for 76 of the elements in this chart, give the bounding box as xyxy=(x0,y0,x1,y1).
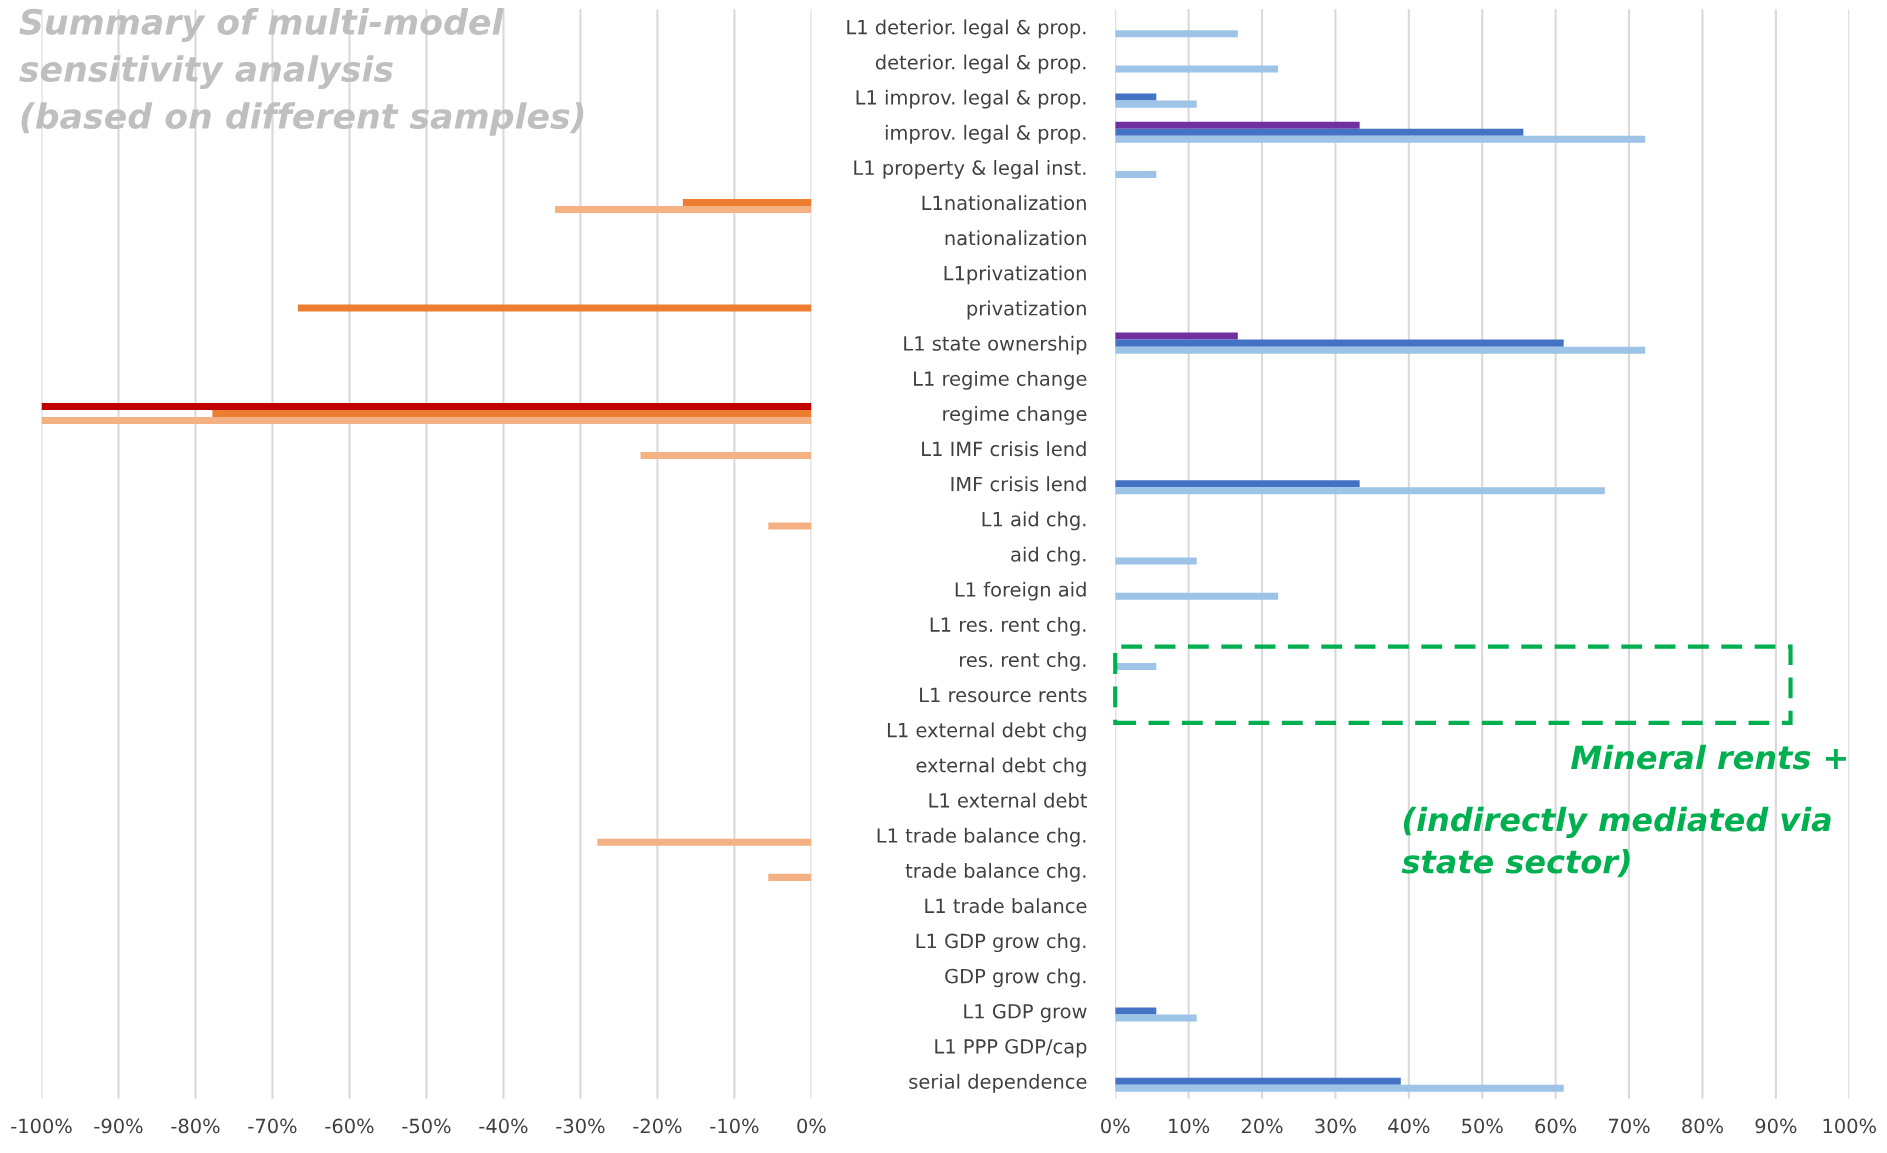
bar xyxy=(1115,557,1197,565)
y-tick-label: L1 regime change xyxy=(914,370,1087,390)
bar xyxy=(1115,30,1238,38)
x-tick-label: -20% xyxy=(633,1118,682,1134)
x-tick-label: -60% xyxy=(325,1118,374,1134)
bar xyxy=(1115,662,1157,670)
bar xyxy=(1115,170,1157,178)
x-tick-label: -50% xyxy=(402,1118,451,1134)
y-tick-label: L1 external debt xyxy=(929,792,1087,808)
y-tick-label: improv. legal & prop. xyxy=(885,124,1086,144)
y-tick-label: L1privatization xyxy=(944,265,1086,285)
annotation: (indirectly mediated via state sector) xyxy=(1401,806,1831,878)
x-tick-label: -80% xyxy=(171,1118,220,1134)
bar xyxy=(1115,487,1605,495)
x-tick-label: 10% xyxy=(1169,1118,1210,1134)
y-tick-label: L1 state ownership xyxy=(904,335,1087,355)
y-tick-label: L1 PPP GDP/cap xyxy=(935,1039,1087,1058)
y-tick-label: res. rent chg. xyxy=(960,652,1086,671)
y-tick-label: external debt chg xyxy=(916,757,1086,777)
y-tick-label: GDP grow chg. xyxy=(945,968,1086,988)
x-tick-label: 60% xyxy=(1535,1118,1577,1134)
bar xyxy=(1115,339,1564,347)
y-tick-label: L1nationalization xyxy=(922,195,1086,211)
x-tick-label: -30% xyxy=(556,1118,605,1134)
y-tick-label: aid chg. xyxy=(1011,546,1086,566)
text: Summary of multi-model sensitivity analysis (based on different samples) xyxy=(19,8,584,136)
y-tick-label: deterior. legal & prop. xyxy=(875,54,1086,74)
x-tick-label: 50% xyxy=(1462,1118,1503,1134)
bar xyxy=(1115,100,1197,108)
y-tick-label: regime change xyxy=(943,406,1087,425)
x-tick-label: -10% xyxy=(710,1118,759,1134)
bar xyxy=(1115,93,1157,101)
y-tick-label: L1 trade balance xyxy=(925,898,1087,914)
bar xyxy=(1115,1007,1157,1015)
y-tick-label: serial dependence xyxy=(909,1073,1087,1093)
bar xyxy=(1115,121,1360,129)
x-tick-label: 0% xyxy=(797,1118,826,1134)
bar xyxy=(1115,128,1524,136)
y-tick-label: privatization xyxy=(967,300,1086,320)
annotation: Mineral rents + xyxy=(1571,744,1846,770)
x-tick-label: -100% xyxy=(11,1118,72,1134)
y-tick-label: trade balance chg. xyxy=(905,862,1086,882)
y-tick-label: L1 GDP grow chg. xyxy=(916,933,1086,953)
y-tick-label: IMF crisis lend xyxy=(951,476,1086,492)
x-tick-label: -70% xyxy=(248,1118,297,1134)
bar xyxy=(1115,592,1279,600)
bar xyxy=(1115,135,1646,143)
y-tick-label: L1 IMF crisis lend xyxy=(922,441,1086,457)
x-tick-label: 80% xyxy=(1682,1118,1723,1134)
bar xyxy=(1115,480,1360,488)
y-tick-label: L1 deterior. legal & prop. xyxy=(847,19,1086,39)
y-tick-label: L1 res. rent chg. xyxy=(930,616,1086,636)
y-tick-label: nationalization xyxy=(945,230,1086,246)
y-tick-label: L1 trade balance chg. xyxy=(877,827,1086,847)
y-tick-label: L1 resource rents xyxy=(920,687,1087,703)
x-tick-label: 20% xyxy=(1241,1118,1283,1134)
bar xyxy=(1115,346,1646,354)
x-tick-label: 70% xyxy=(1609,1118,1650,1134)
y-tick-label: L1 aid chg. xyxy=(982,511,1086,531)
x-tick-label: 90% xyxy=(1755,1118,1797,1134)
bar xyxy=(1115,1014,1197,1022)
y-tick-label: L1 external debt chg xyxy=(887,722,1086,742)
y-tick-label: L1 improv. legal & prop. xyxy=(856,89,1086,109)
x-tick-label: 30% xyxy=(1315,1118,1356,1134)
x-tick-label: 0% xyxy=(1101,1118,1130,1134)
x-tick-label: -90% xyxy=(94,1118,143,1134)
y-tick-label: L1 foreign aid xyxy=(955,581,1086,601)
x-tick-label: 40% xyxy=(1388,1118,1430,1134)
bar xyxy=(1115,65,1279,73)
x-tick-label: -40% xyxy=(479,1118,528,1134)
bar xyxy=(1115,332,1238,340)
bar xyxy=(1115,1084,1564,1092)
bar xyxy=(1115,1077,1401,1085)
y-tick-label: L1 property & legal inst. xyxy=(854,160,1086,179)
y-tick-label: L1 GDP grow xyxy=(964,1003,1087,1023)
x-tick-label: 100% xyxy=(1823,1118,1876,1134)
